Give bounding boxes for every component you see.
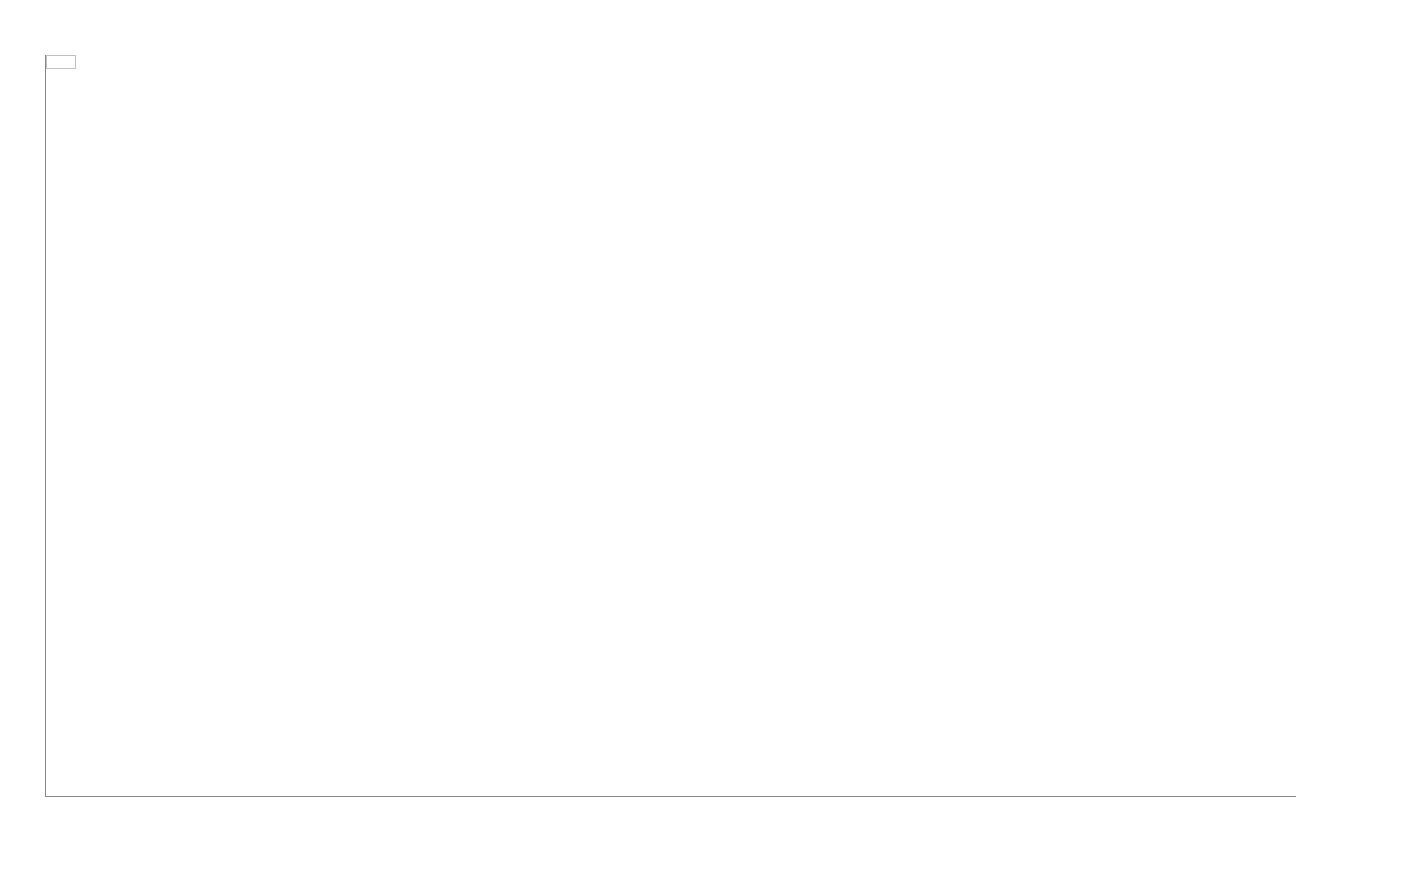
correlation-legend [46,55,76,69]
scatter-plot-svg [46,55,1296,796]
chart-container [45,55,1361,832]
chart-header [0,0,1406,26]
plot-area [45,55,1296,797]
